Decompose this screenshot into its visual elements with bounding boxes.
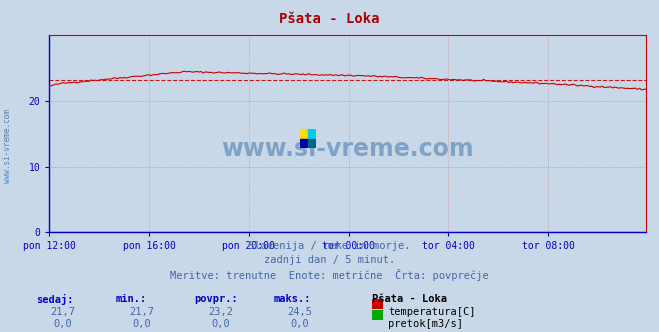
Text: 21,7: 21,7 xyxy=(50,307,75,317)
Text: Meritve: trenutne  Enote: metrične  Črta: povprečje: Meritve: trenutne Enote: metrične Črta: … xyxy=(170,269,489,281)
Text: sedaj:: sedaj: xyxy=(36,294,74,305)
Text: Slovenija / reke in morje.: Slovenija / reke in morje. xyxy=(248,241,411,251)
Bar xyxy=(308,129,316,138)
Text: 21,7: 21,7 xyxy=(129,307,154,317)
Text: www.si-vreme.com: www.si-vreme.com xyxy=(221,137,474,161)
Bar xyxy=(300,138,308,148)
Text: 0,0: 0,0 xyxy=(53,319,72,329)
Text: min.:: min.: xyxy=(115,294,146,304)
Text: temperatura[C]: temperatura[C] xyxy=(388,307,476,317)
Text: 24,5: 24,5 xyxy=(287,307,312,317)
Text: maks.:: maks.: xyxy=(273,294,311,304)
Text: 23,2: 23,2 xyxy=(208,307,233,317)
Text: povpr.:: povpr.: xyxy=(194,294,238,304)
Text: 0,0: 0,0 xyxy=(212,319,230,329)
Bar xyxy=(308,138,316,148)
Text: Pšata - Loka: Pšata - Loka xyxy=(279,12,380,26)
Text: www.si-vreme.com: www.si-vreme.com xyxy=(3,109,13,183)
Text: 0,0: 0,0 xyxy=(132,319,151,329)
Text: 0,0: 0,0 xyxy=(291,319,309,329)
Text: zadnji dan / 5 minut.: zadnji dan / 5 minut. xyxy=(264,255,395,265)
Bar xyxy=(300,129,308,138)
Text: Pšata - Loka: Pšata - Loka xyxy=(372,294,447,304)
Text: pretok[m3/s]: pretok[m3/s] xyxy=(388,319,463,329)
